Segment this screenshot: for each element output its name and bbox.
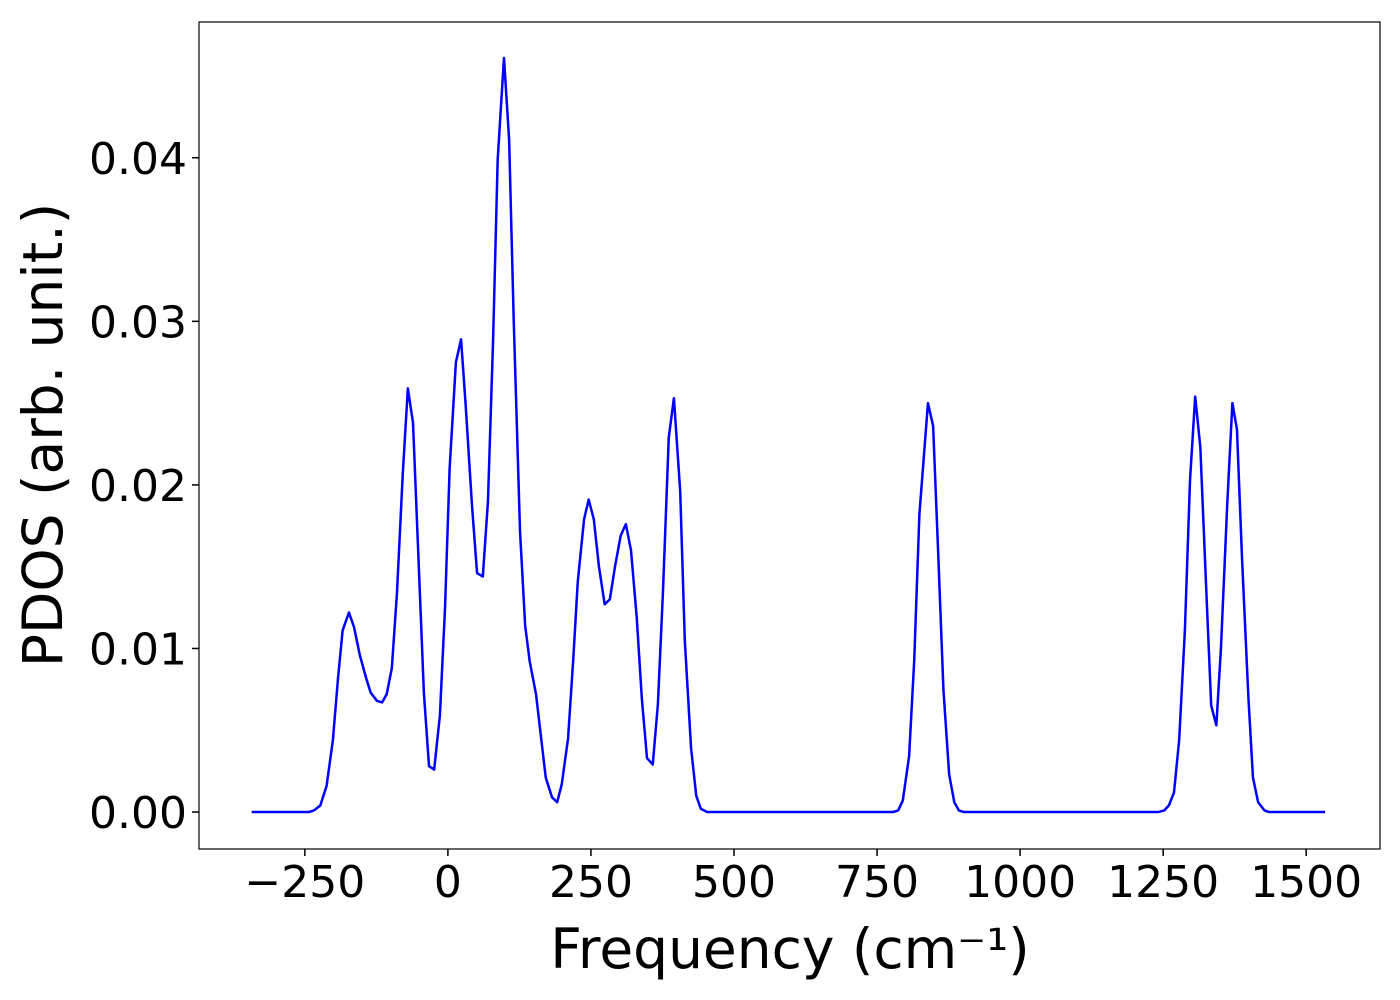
plot-frame bbox=[198, 21, 1381, 850]
y-tick-label: 0.04 bbox=[89, 134, 187, 185]
y-tick-label: 0.03 bbox=[89, 297, 187, 348]
x-tick-label: −250 bbox=[244, 857, 365, 908]
data-line bbox=[251, 56, 1326, 814]
x-axis-label: Frequency (cm⁻¹) bbox=[550, 917, 1029, 981]
y-tick-label: 0.02 bbox=[89, 461, 187, 512]
x-tick-label: 1000 bbox=[964, 857, 1076, 908]
x-tick-label: 250 bbox=[549, 857, 633, 908]
y-tick-label: 0.00 bbox=[89, 788, 187, 839]
x-tick-label: 0 bbox=[434, 857, 462, 908]
y-axis-label: PDOS (arb. unit.) bbox=[11, 203, 75, 667]
x-tick-label: 750 bbox=[835, 857, 919, 908]
x-tick-label: 1250 bbox=[1107, 857, 1219, 908]
x-tick-label: 500 bbox=[692, 857, 776, 908]
y-tick-label: 0.01 bbox=[89, 624, 187, 675]
x-tick-label: 1500 bbox=[1250, 857, 1362, 908]
